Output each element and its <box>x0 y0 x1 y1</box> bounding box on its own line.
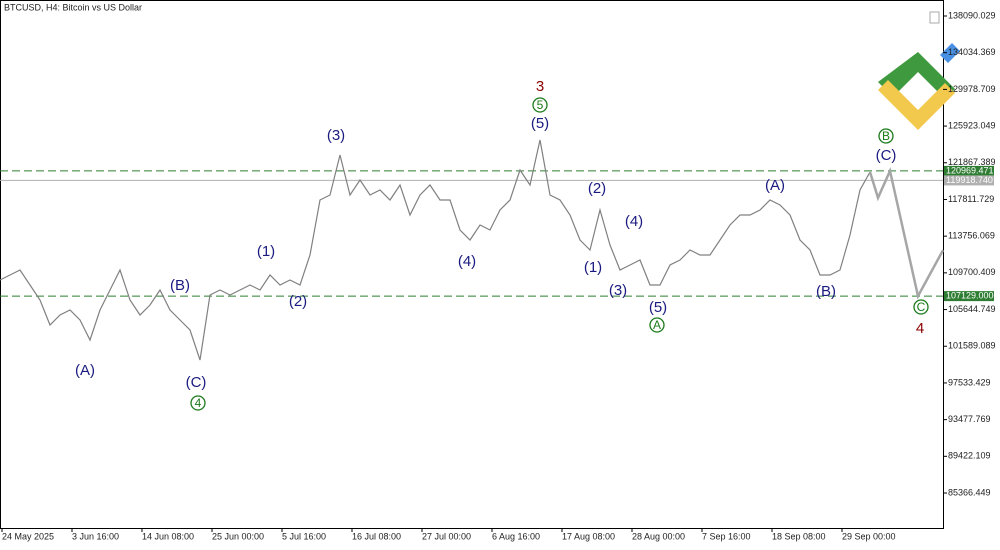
y-tick-label: 134034.369 <box>948 47 996 57</box>
wave-label: (5) <box>649 299 667 316</box>
wave-circle <box>532 97 548 113</box>
x-tick-label: 18 Sep 08:00 <box>772 531 826 541</box>
y-tick-label: 125923.049 <box>948 120 996 130</box>
x-tick-label: 14 Jun 08:00 <box>142 531 194 541</box>
price-line <box>0 139 871 361</box>
wave-label: (C) <box>876 147 897 164</box>
scroll-button[interactable] <box>929 11 940 24</box>
wave-label: A <box>653 318 661 332</box>
x-tick-label: 24 May 2025 <box>2 531 54 541</box>
price-level-box <box>944 291 994 302</box>
y-tick-label: 105644.749 <box>948 304 996 314</box>
y-tick-label: 109700.409 <box>948 267 996 277</box>
x-tick-label: 16 Jul 08:00 <box>352 531 401 541</box>
y-tick-label: 138090.029 <box>948 10 996 20</box>
logo <box>878 43 960 130</box>
wave-label: B <box>882 129 890 143</box>
y-tick-label: 113756.069 <box>948 231 995 241</box>
y-tick-label: 93477.769 <box>948 414 991 424</box>
price-level-box <box>944 175 994 186</box>
wave-label: 4 <box>195 396 202 410</box>
wave-circle <box>878 128 894 144</box>
plot-frame <box>0 0 944 529</box>
wave-label: (4) <box>625 213 643 230</box>
x-tick-label: 27 Jul 00:00 <box>422 531 471 541</box>
wave-circle <box>649 317 665 333</box>
price-level-label: 119918.740 <box>946 175 993 185</box>
wave-label: C <box>917 300 926 314</box>
wave-label: (B) <box>816 283 836 300</box>
x-tick-label: 29 Sep 00:00 <box>842 531 896 541</box>
price-level-box <box>944 165 994 176</box>
wave-label: 4 <box>916 320 924 337</box>
price-level-label: 120969.471 <box>946 165 994 175</box>
wave-label: (3) <box>609 282 627 299</box>
wave-label: (A) <box>765 177 785 194</box>
wave-label: (A) <box>75 362 95 379</box>
y-tick-label: 129978.709 <box>948 84 996 94</box>
wave-label: (2) <box>588 180 606 197</box>
wave-label: 5 <box>537 98 544 112</box>
wave-circle <box>913 299 929 315</box>
price-level-label: 107129.000 <box>946 290 994 300</box>
wave-label: (5) <box>531 115 549 132</box>
wave-label: (1) <box>257 243 275 260</box>
wave-label: (3) <box>327 127 345 144</box>
x-tick-label: 5 Jul 16:00 <box>282 531 326 541</box>
wave-label: (B) <box>170 277 190 294</box>
y-tick-label: 97533.429 <box>948 377 991 387</box>
chart-title: BTCUSD, H4: Bitcoin vs US Dollar <box>4 2 142 12</box>
y-tick-label: 89422.109 <box>948 451 991 461</box>
wave-label: 3 <box>536 78 544 95</box>
y-tick-label: 101589.089 <box>948 341 996 351</box>
x-tick-label: 28 Aug 00:00 <box>632 531 685 541</box>
y-tick-label: 121867.389 <box>948 157 996 167</box>
x-tick-label: 3 Jun 16:00 <box>72 531 119 541</box>
y-tick-label: 85366.449 <box>948 487 991 497</box>
wave-label: (2) <box>289 293 307 310</box>
wave-label: (C) <box>186 374 207 391</box>
y-tick-label: 117811.729 <box>948 194 994 204</box>
forecast-line <box>868 166 945 300</box>
x-tick-label: 25 Jun 00:00 <box>212 531 264 541</box>
x-tick-label: 7 Sep 16:00 <box>702 531 751 541</box>
wave-label: (4) <box>458 253 476 270</box>
wave-label: (1) <box>584 259 602 276</box>
x-tick-label: 17 Aug 08:00 <box>562 531 615 541</box>
wave-circle <box>190 395 206 411</box>
x-tick-label: 6 Aug 16:00 <box>492 531 540 541</box>
